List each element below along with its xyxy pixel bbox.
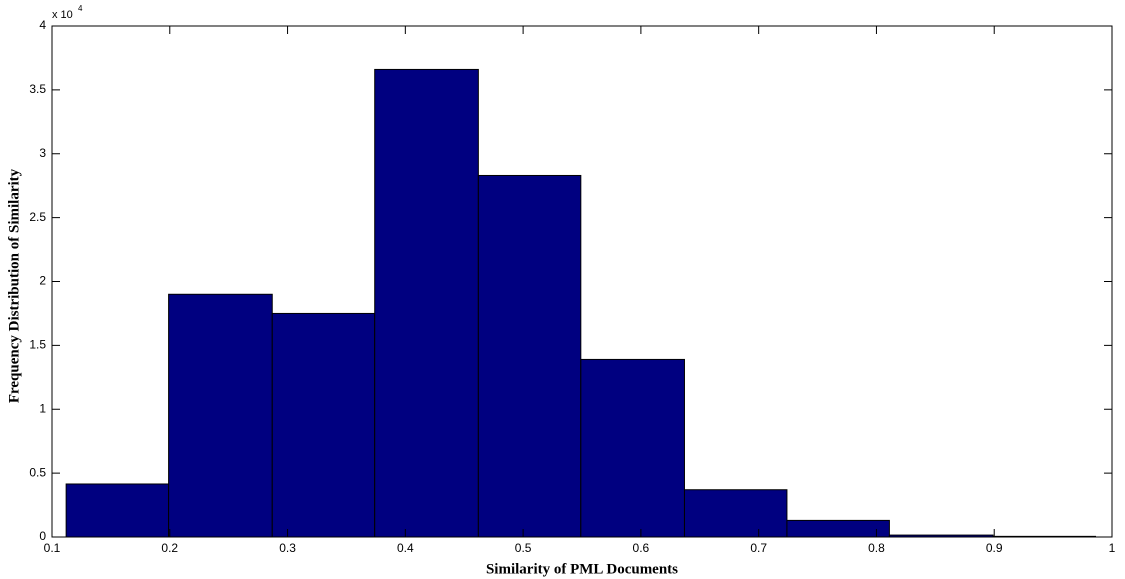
x-tick-label: 0.6	[633, 541, 650, 555]
bar	[477, 174, 582, 538]
x-tick-label: 1	[1109, 541, 1116, 555]
bar	[271, 312, 376, 538]
x-tick-label: 0.9	[986, 541, 1003, 555]
y-tick-label: 0	[39, 529, 46, 543]
bar	[683, 489, 788, 538]
y-scale-label: x 10	[52, 9, 73, 21]
y-axis-label: Frequency Distribution of Similarity	[6, 168, 22, 403]
x-axis-label: Similarity of PML Documents	[486, 561, 678, 577]
y-scale-exponent: 4	[78, 4, 83, 13]
x-tick-label: 0.8	[868, 541, 885, 555]
bar	[580, 358, 685, 538]
y-tick-label: 1.5	[29, 338, 46, 352]
y-tick-label: 1	[39, 401, 46, 415]
x-tick-label: 0.1	[44, 541, 61, 555]
bar	[65, 483, 170, 538]
y-tick-label: 3	[39, 146, 46, 160]
y-tick-label: 4	[39, 18, 46, 32]
bar	[168, 293, 273, 538]
y-tick-label: 0.5	[29, 465, 46, 479]
y-tick-label: 2.5	[29, 210, 46, 224]
y-tick-label: 2	[39, 274, 46, 288]
y-tick-label: 3.5	[29, 82, 46, 96]
x-tick-label: 0.3	[279, 541, 296, 555]
x-tick-label: 0.7	[750, 541, 767, 555]
bar	[786, 519, 890, 538]
x-tick-label: 0.4	[397, 541, 414, 555]
x-tick-label: 0.5	[515, 541, 532, 555]
x-tick-label: 0.2	[161, 541, 178, 555]
bar	[374, 68, 479, 538]
